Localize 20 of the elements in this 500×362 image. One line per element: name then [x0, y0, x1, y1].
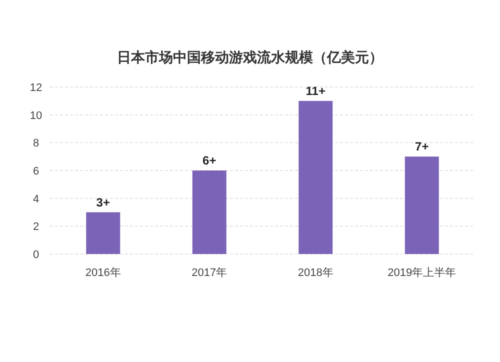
x-tick-label: 2016年 — [85, 267, 121, 279]
bar — [404, 156, 439, 254]
chart-title: 日本市场中国移动游戏流水规模（亿美元） — [117, 49, 383, 65]
y-tick-label: 4 — [32, 193, 40, 206]
y-tick-label: 10 — [30, 110, 42, 122]
y-tick-label: 2 — [32, 221, 40, 234]
x-tick-label: 2019年上半年 — [388, 266, 456, 279]
y-tick-label: 12 — [30, 82, 42, 94]
data-label: 7+ — [415, 140, 429, 154]
y-tick-label: 0 — [32, 249, 40, 261]
data-label: 6+ — [202, 154, 216, 168]
x-tick-label: 2018年 — [298, 267, 334, 279]
data-label: 3+ — [96, 195, 110, 210]
y-tick-label: 6 — [32, 166, 40, 178]
bar — [298, 100, 333, 254]
bar — [192, 170, 226, 254]
bar — [86, 212, 120, 254]
x-tick-label: 2017年 — [192, 267, 228, 279]
data-label: 11+ — [306, 84, 326, 98]
y-tick-label: 8 — [32, 138, 40, 150]
